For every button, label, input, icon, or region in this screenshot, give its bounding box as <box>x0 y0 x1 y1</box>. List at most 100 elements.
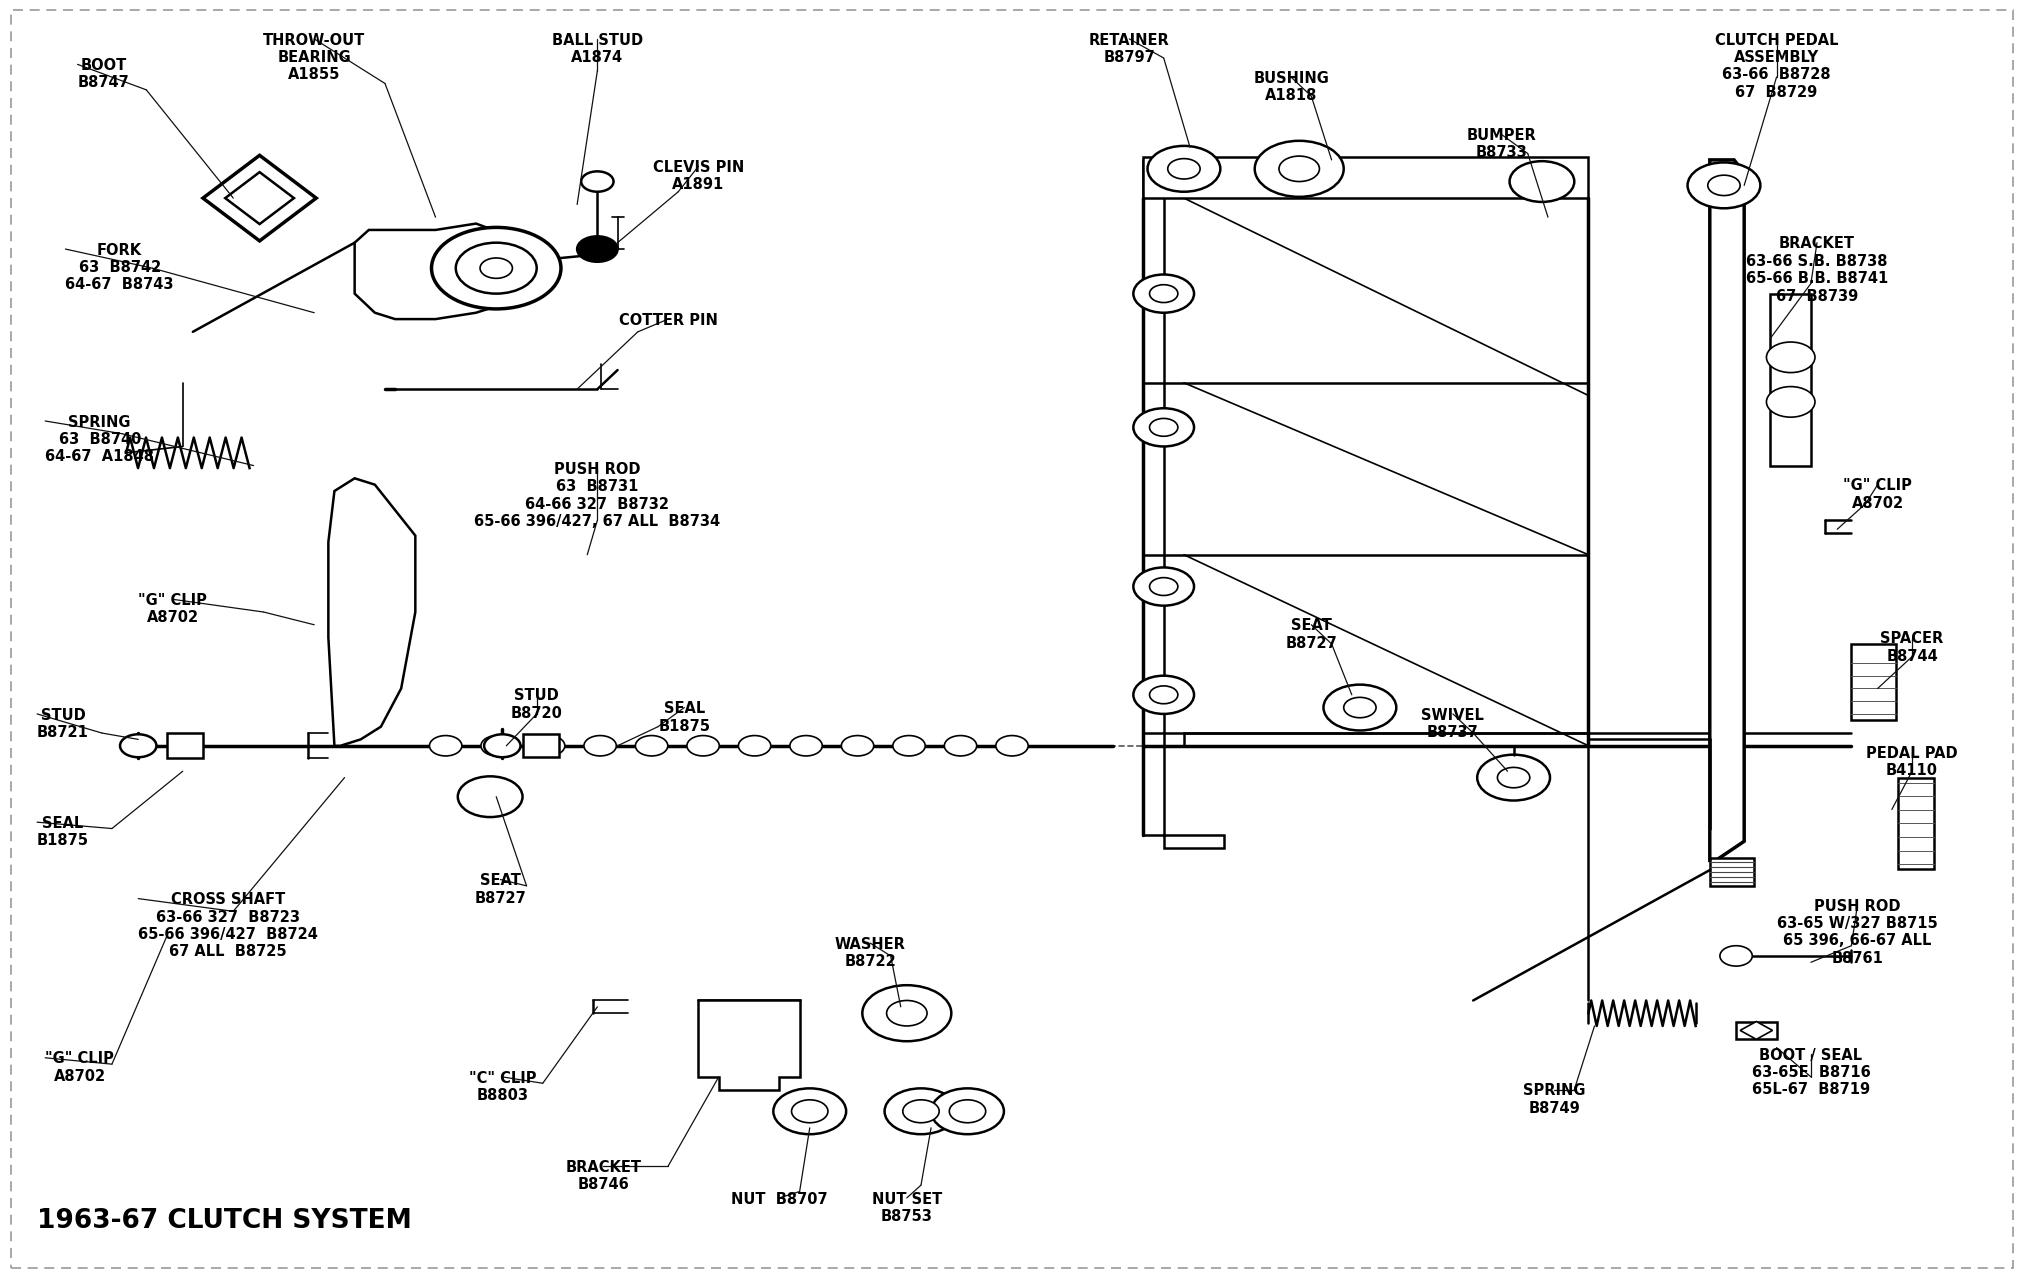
Polygon shape <box>225 172 293 224</box>
Bar <box>522 734 558 757</box>
Text: BUMPER
B8733: BUMPER B8733 <box>1467 128 1535 161</box>
Circle shape <box>1133 676 1194 714</box>
Circle shape <box>1477 755 1550 801</box>
Text: BALL STUD
A1874: BALL STUD A1874 <box>552 33 643 65</box>
Circle shape <box>1149 686 1177 704</box>
Polygon shape <box>1143 159 1588 848</box>
Text: BOOT / SEAL
63-65E  B8716
65L-67  B8719: BOOT / SEAL 63-65E B8716 65L-67 B8719 <box>1750 1048 1869 1098</box>
Text: "G" CLIP
A8702: "G" CLIP A8702 <box>45 1052 113 1084</box>
Circle shape <box>1766 386 1815 417</box>
Circle shape <box>481 736 514 756</box>
Circle shape <box>457 776 522 817</box>
Circle shape <box>585 736 615 756</box>
Text: SPRING
B8749: SPRING B8749 <box>1521 1084 1584 1116</box>
Text: WASHER
B8722: WASHER B8722 <box>835 937 906 969</box>
Circle shape <box>1687 162 1760 208</box>
Circle shape <box>1149 418 1177 436</box>
Text: CROSS SHAFT
63-66 327  B8723
65-66 396/427  B8724
67 ALL  B8725: CROSS SHAFT 63-66 327 B8723 65-66 396/42… <box>138 892 318 959</box>
Text: BRACKET
63-66 S.B. B8738
65-66 B.B. B8741
67  B8739: BRACKET 63-66 S.B. B8738 65-66 B.B. B874… <box>1746 236 1887 303</box>
Circle shape <box>884 1089 957 1135</box>
Circle shape <box>479 258 512 278</box>
Polygon shape <box>1770 293 1811 465</box>
Circle shape <box>119 734 156 757</box>
Text: SEAT
B8727: SEAT B8727 <box>1285 618 1337 650</box>
Circle shape <box>1149 578 1177 595</box>
Circle shape <box>1147 145 1220 191</box>
Circle shape <box>773 1089 846 1135</box>
Text: NUT  B8707: NUT B8707 <box>730 1192 827 1206</box>
Circle shape <box>738 736 771 756</box>
Circle shape <box>1343 697 1376 718</box>
Circle shape <box>1497 768 1529 788</box>
Circle shape <box>1149 284 1177 302</box>
Text: STUD
B8721: STUD B8721 <box>36 708 89 740</box>
Circle shape <box>789 736 821 756</box>
Text: CLEVIS PIN
A1891: CLEVIS PIN A1891 <box>653 159 744 193</box>
Circle shape <box>902 1100 939 1123</box>
Circle shape <box>842 736 874 756</box>
Circle shape <box>1720 946 1752 966</box>
Bar <box>1709 858 1754 886</box>
Text: CLUTCH PEDAL
ASSEMBLY
63-66  B8728
67  B8729: CLUTCH PEDAL ASSEMBLY 63-66 B8728 67 B87… <box>1713 33 1837 99</box>
Text: SEAT
B8727: SEAT B8727 <box>473 873 526 905</box>
Circle shape <box>577 236 617 261</box>
Text: SEAL
B1875: SEAL B1875 <box>657 701 710 733</box>
Polygon shape <box>1736 1023 1776 1039</box>
Circle shape <box>892 736 925 756</box>
Circle shape <box>1167 158 1200 178</box>
Circle shape <box>1707 175 1740 195</box>
Circle shape <box>532 736 564 756</box>
Text: SPACER
B8744: SPACER B8744 <box>1879 631 1942 663</box>
Bar <box>166 733 202 759</box>
Text: "C" CLIP
B8803: "C" CLIP B8803 <box>467 1071 536 1103</box>
Bar <box>1898 778 1934 870</box>
Text: 1963-67 CLUTCH SYSTEM: 1963-67 CLUTCH SYSTEM <box>36 1209 411 1234</box>
Text: SWIVEL
B8737: SWIVEL B8737 <box>1420 708 1483 740</box>
Circle shape <box>429 736 461 756</box>
Circle shape <box>1279 156 1319 181</box>
Circle shape <box>1509 161 1574 201</box>
Text: BRACKET
B8746: BRACKET B8746 <box>564 1160 641 1192</box>
Text: FORK
63  B8742
64-67  B8743: FORK 63 B8742 64-67 B8743 <box>65 242 174 292</box>
Circle shape <box>455 242 536 293</box>
Circle shape <box>1254 140 1343 196</box>
Circle shape <box>1323 685 1396 731</box>
Polygon shape <box>1709 159 1744 861</box>
Text: COTTER PIN: COTTER PIN <box>619 312 718 328</box>
Text: "G" CLIP
A8702: "G" CLIP A8702 <box>1843 478 1912 511</box>
Text: THROW-OUT
BEARING
A1855: THROW-OUT BEARING A1855 <box>263 33 364 83</box>
Circle shape <box>431 227 560 309</box>
Polygon shape <box>202 156 316 241</box>
Circle shape <box>686 736 718 756</box>
Polygon shape <box>1740 1021 1772 1039</box>
Circle shape <box>862 986 951 1042</box>
Circle shape <box>483 734 520 757</box>
Circle shape <box>1133 567 1194 606</box>
Text: SEAL
B1875: SEAL B1875 <box>36 816 89 848</box>
Polygon shape <box>328 478 415 746</box>
Polygon shape <box>698 1001 799 1090</box>
Circle shape <box>995 736 1028 756</box>
Circle shape <box>945 736 977 756</box>
Bar <box>1851 644 1896 720</box>
Text: NUT SET
B8753: NUT SET B8753 <box>872 1192 941 1224</box>
Polygon shape <box>354 223 522 319</box>
Circle shape <box>1766 342 1815 372</box>
Circle shape <box>581 171 613 191</box>
Circle shape <box>931 1089 1003 1135</box>
Circle shape <box>791 1100 827 1123</box>
Circle shape <box>1133 274 1194 312</box>
Circle shape <box>635 736 668 756</box>
Text: PUSH ROD
63-65 W/327 B8715
65 396, 66-67 ALL
B8761: PUSH ROD 63-65 W/327 B8715 65 396, 66-67… <box>1776 899 1936 965</box>
Circle shape <box>886 1001 927 1026</box>
Text: PUSH ROD
63  B8731
64-66 327  B8732
65-66 396/427, 67 ALL  B8734: PUSH ROD 63 B8731 64-66 327 B8732 65-66 … <box>473 462 720 529</box>
Text: PEDAL PAD
B4110: PEDAL PAD B4110 <box>1865 746 1956 778</box>
Text: BUSHING
A1818: BUSHING A1818 <box>1252 70 1329 103</box>
Circle shape <box>949 1100 985 1123</box>
Text: STUD
B8720: STUD B8720 <box>510 688 562 720</box>
Text: BOOT
B8747: BOOT B8747 <box>77 57 129 91</box>
Bar <box>1143 157 1588 198</box>
Text: RETAINER
B8797: RETAINER B8797 <box>1088 33 1169 65</box>
Text: "G" CLIP
A8702: "G" CLIP A8702 <box>138 593 206 625</box>
Text: SPRING
63  B8740
64-67  A1848: SPRING 63 B8740 64-67 A1848 <box>45 414 154 464</box>
